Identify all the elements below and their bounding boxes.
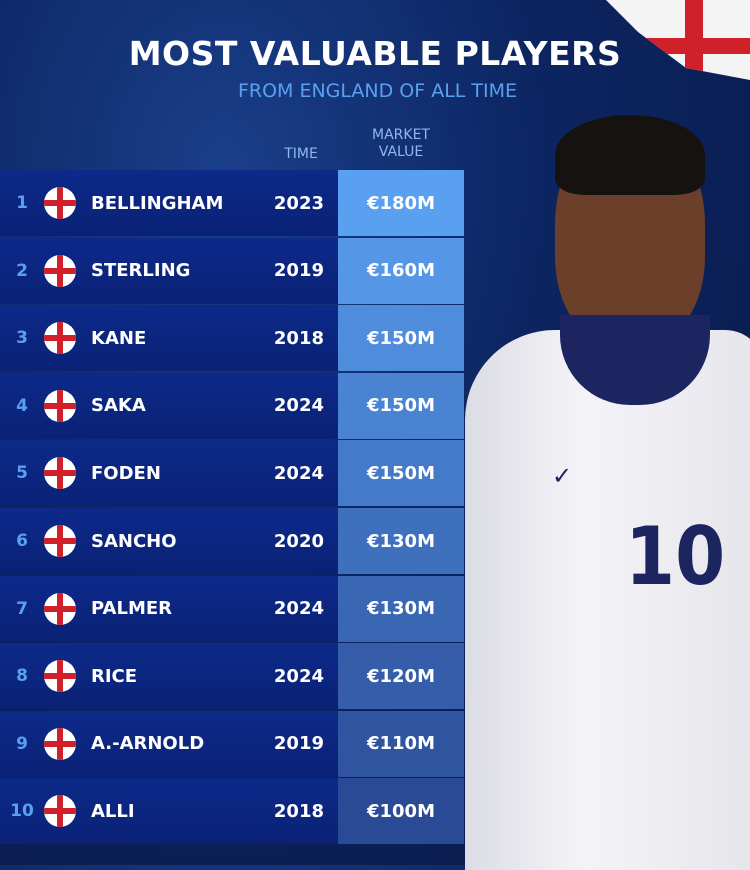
row-main: 6 SANCHO 2020 — [0, 508, 338, 574]
rank: 8 — [16, 666, 28, 687]
table-row: 2 STERLING 2019 €160M — [0, 237, 464, 304]
england-flag-icon — [44, 322, 76, 355]
rank: 2 — [16, 260, 28, 281]
table-row: 3 KANE 2018 €150M — [0, 305, 464, 372]
page-subtitle: FROM ENGLAND OF ALL TIME — [237, 80, 518, 102]
row-main: 3 KANE 2018 — [0, 305, 338, 372]
market-value: €110M — [338, 710, 464, 777]
market-value: €150M — [338, 305, 464, 372]
rank: 7 — [16, 598, 28, 619]
table-row: 9 A.-ARNOLD 2019 €110M — [0, 710, 464, 777]
year: 2019 — [273, 260, 324, 282]
market-value: €130M — [338, 575, 464, 642]
england-flag-icon — [44, 525, 76, 557]
row-main: 2 STERLING 2019 — [0, 237, 338, 304]
player-name: PALMER — [91, 598, 173, 620]
year: 2024 — [273, 462, 324, 484]
market-value: €130M — [338, 508, 464, 574]
table-row: 7 PALMER 2024 €130M — [0, 575, 464, 642]
row-main: 7 PALMER 2024 — [0, 575, 338, 642]
player-hair — [555, 115, 705, 195]
player-name: SANCHO — [91, 530, 177, 552]
england-flag-icon — [44, 457, 76, 490]
year: 2024 — [273, 598, 324, 620]
rank: 3 — [16, 328, 28, 349]
table-row: 10 ALLI 2018 €100M — [0, 778, 464, 845]
table-row: 6 SANCHO 2020 €130M — [0, 508, 464, 574]
page-title: MOST VALUABLE PLAYERS — [128, 34, 622, 73]
england-flag-icon — [44, 795, 76, 828]
nike-logo-icon: ✓ — [552, 462, 573, 490]
header-market-value: MARKET VALUE — [350, 127, 452, 161]
england-flag-icon — [44, 187, 76, 219]
england-flag-icon — [44, 254, 76, 287]
england-flag-icon — [44, 592, 76, 625]
player-name: STERLING — [91, 260, 191, 282]
market-value: €150M — [338, 372, 464, 439]
market-value: €160M — [338, 237, 464, 304]
market-value: €180M — [338, 170, 464, 236]
table-row: 4 SAKA 2024 €150M — [0, 372, 464, 439]
rank: 6 — [16, 531, 28, 551]
year: 2024 — [273, 665, 324, 687]
player-name: A.-ARNOLD — [91, 733, 205, 755]
year: 2019 — [273, 733, 324, 755]
table-row: 5 FODEN 2024 €150M — [0, 440, 464, 507]
market-value: €100M — [338, 778, 464, 845]
year: 2023 — [273, 192, 324, 214]
row-main: 8 RICE 2024 — [0, 643, 338, 710]
year: 2018 — [273, 327, 324, 349]
table-row: 8 RICE 2024 €120M — [0, 643, 464, 710]
rank: 5 — [16, 463, 28, 484]
player-name: FODEN — [91, 462, 161, 484]
table-row: 1 BELLINGHAM 2023 €180M — [0, 170, 464, 236]
row-main: 5 FODEN 2024 — [0, 440, 338, 507]
market-value: €120M — [338, 643, 464, 710]
rank: 10 — [10, 801, 34, 822]
england-flag-icon — [44, 660, 76, 693]
england-flag-icon — [44, 727, 76, 760]
year: 2024 — [273, 395, 324, 417]
rank: 1 — [16, 193, 28, 213]
shirt-number: 10 — [625, 510, 726, 603]
shirt — [465, 330, 750, 870]
header-market-line1: MARKET — [372, 127, 430, 143]
player-name: BELLINGHAM — [91, 192, 224, 214]
england-flag-icon — [44, 389, 76, 422]
player-photo: ✓ 10 — [460, 110, 750, 870]
rank: 4 — [16, 395, 28, 416]
row-main: 9 A.-ARNOLD 2019 — [0, 710, 338, 777]
row-main: 10 ALLI 2018 — [0, 778, 338, 845]
header-market-line2: VALUE — [378, 144, 424, 160]
row-main: 1 BELLINGHAM 2023 — [0, 170, 338, 236]
player-name: SAKA — [91, 395, 146, 417]
player-name: ALLI — [91, 800, 135, 822]
header-time: TIME — [284, 146, 318, 162]
year: 2018 — [273, 800, 324, 822]
year: 2020 — [273, 530, 324, 552]
market-value: €150M — [338, 440, 464, 507]
player-name: KANE — [91, 327, 147, 349]
player-name: RICE — [91, 665, 138, 687]
rank: 9 — [16, 733, 28, 754]
row-main: 4 SAKA 2024 — [0, 372, 338, 439]
